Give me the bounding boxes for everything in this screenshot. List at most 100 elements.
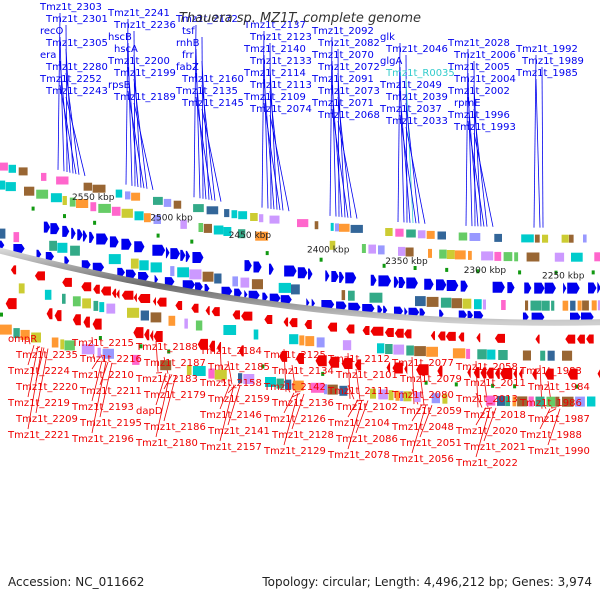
leader-line bbox=[541, 66, 544, 228]
gene-feature bbox=[223, 325, 237, 335]
leader-line bbox=[227, 384, 237, 394]
gene-feature bbox=[265, 377, 276, 387]
feature-track-6 bbox=[0, 240, 594, 322]
leader-line bbox=[91, 361, 107, 434]
gene-label: Tmz1t_2158 bbox=[199, 378, 262, 389]
leader-line bbox=[465, 48, 469, 226]
gene-feature bbox=[330, 222, 334, 231]
gene-feature bbox=[264, 314, 273, 324]
gene-feature bbox=[331, 271, 339, 283]
leader-line bbox=[473, 132, 494, 227]
gene-feature bbox=[283, 317, 289, 327]
gene-feature bbox=[512, 396, 517, 407]
gene-feature bbox=[377, 305, 383, 315]
gene-feature bbox=[563, 282, 567, 294]
leader-line bbox=[193, 24, 197, 198]
gene-feature bbox=[140, 310, 149, 321]
gene-feature bbox=[116, 289, 120, 299]
gene-label: era bbox=[40, 50, 56, 61]
gene-feature bbox=[521, 234, 534, 243]
gene-label: Tmz1t_2080 bbox=[391, 390, 454, 401]
gene-feature bbox=[571, 252, 583, 262]
gene-feature bbox=[134, 211, 144, 221]
feature-track-5 bbox=[0, 228, 600, 311]
gene-feature bbox=[424, 278, 434, 290]
gene-feature bbox=[567, 282, 580, 294]
gene-feature bbox=[297, 267, 308, 279]
ruler-label: 2300 kbp bbox=[464, 266, 507, 276]
gene-feature bbox=[334, 223, 339, 232]
feature-track-8 bbox=[18, 283, 573, 361]
gene-feature bbox=[92, 262, 105, 272]
gene-label: Tmz1t_2142 bbox=[263, 382, 326, 393]
gene-label: Tmz1t_2111 bbox=[327, 386, 390, 397]
gene-feature bbox=[565, 334, 576, 344]
gene-label: Tmz1t_2252 bbox=[39, 74, 102, 85]
gene-feature bbox=[414, 346, 426, 357]
gene-feature bbox=[503, 252, 513, 262]
gene-feature bbox=[81, 260, 91, 270]
gene-feature bbox=[34, 271, 45, 281]
gene-feature bbox=[163, 198, 172, 207]
gene-feature bbox=[458, 310, 467, 320]
gene-label: Tmz1t_2128 bbox=[271, 430, 334, 441]
leader-line bbox=[347, 399, 359, 418]
gene-feature bbox=[339, 223, 350, 232]
gene-label: Tmz1t_2133 bbox=[249, 56, 312, 67]
gene-label: Tmz1t_2195 bbox=[79, 418, 142, 429]
gene-feature bbox=[341, 358, 353, 370]
gene-feature bbox=[368, 244, 376, 254]
gene-feature bbox=[492, 281, 505, 293]
gene-feature bbox=[202, 271, 214, 282]
gene-label: Tmz1t_2112 bbox=[327, 354, 390, 365]
gene-feature bbox=[83, 182, 93, 191]
leader-line bbox=[283, 392, 295, 414]
gene-feature bbox=[342, 340, 352, 351]
gene-feature bbox=[121, 290, 134, 300]
gene-label: Tmz1t_2179 bbox=[143, 390, 206, 401]
leader-line bbox=[227, 360, 233, 385]
gene-feature bbox=[398, 277, 406, 289]
gene-feature bbox=[525, 300, 529, 311]
leader-line bbox=[127, 66, 139, 188]
gene-feature bbox=[445, 331, 456, 341]
gene-label: rpmE bbox=[454, 98, 481, 109]
gene-label: Tmz1t_2072 bbox=[317, 62, 380, 73]
gene-feature bbox=[197, 338, 208, 350]
gene-feature bbox=[62, 293, 66, 304]
gene-label: Tmz1t_1987 bbox=[527, 414, 590, 425]
gene-feature bbox=[77, 229, 83, 241]
gene-feature bbox=[121, 238, 132, 250]
gene-feature bbox=[184, 318, 188, 329]
gene-feature bbox=[195, 282, 203, 292]
gene-feature bbox=[153, 196, 163, 205]
gene-feature bbox=[203, 223, 212, 233]
leader-line bbox=[347, 384, 355, 400]
gene-feature bbox=[350, 224, 363, 233]
leader-line bbox=[355, 368, 361, 400]
gene-feature bbox=[393, 276, 399, 288]
gene-label: Tmz1t_2221 bbox=[7, 430, 70, 441]
gene-label: Tmz1t_1992 bbox=[515, 44, 578, 55]
gene-label: Tmz1t_2184 bbox=[199, 346, 262, 357]
gene-label: Tmz1t_2157 bbox=[199, 442, 262, 453]
gene-label: Tmz1t_1984 bbox=[527, 382, 590, 393]
gene-feature bbox=[170, 248, 180, 260]
feature-track-7 bbox=[10, 265, 594, 344]
gene-label: Tmz1t_2049 bbox=[379, 80, 442, 91]
gene-feature bbox=[327, 322, 338, 332]
gene-feature bbox=[518, 270, 522, 275]
gene-feature bbox=[71, 227, 76, 239]
leader-line bbox=[227, 385, 241, 426]
gene-feature bbox=[20, 329, 30, 340]
gene-feature bbox=[5, 298, 17, 310]
leader-line bbox=[405, 102, 420, 224]
gene-feature bbox=[278, 282, 291, 293]
gene-feature bbox=[255, 231, 269, 241]
gene-feature bbox=[144, 329, 150, 341]
gene-feature bbox=[328, 356, 340, 368]
leader-line bbox=[201, 108, 222, 202]
gene-feature bbox=[500, 368, 513, 380]
gene-label: Tmz1t_2188 bbox=[135, 342, 198, 353]
gene-feature bbox=[362, 326, 370, 336]
